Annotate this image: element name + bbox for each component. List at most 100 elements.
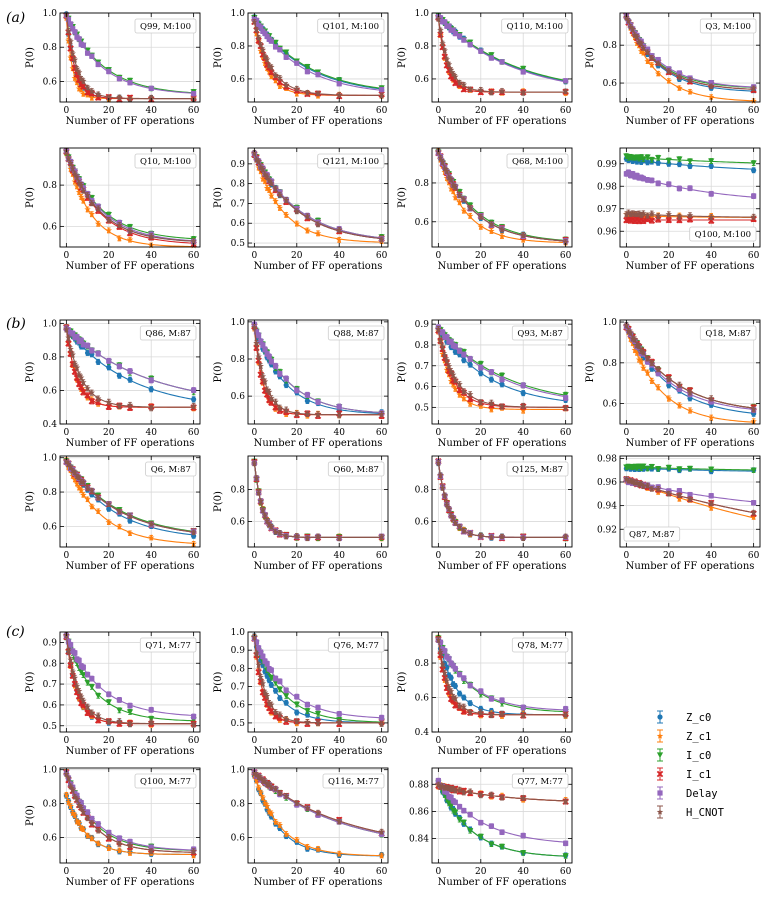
- data-point: [635, 210, 643, 217]
- data-point: [467, 361, 473, 368]
- subplot: 0 20 40 60 0.4 0.6 0.8 1.0 Number of FF operatio…: [25, 319, 201, 449]
- data-point: [655, 180, 661, 186]
- data-point: [293, 85, 300, 92]
- data-point: [293, 207, 300, 214]
- y-tick-label: 0.8: [603, 41, 618, 51]
- data-point: [88, 94, 96, 101]
- data-point: [191, 396, 197, 402]
- series-delay: [63, 325, 197, 394]
- data-point: [276, 82, 284, 90]
- qubit-label: Q121, M:100: [323, 157, 379, 167]
- data-point: [257, 47, 264, 54]
- y-tick-label: 0.6: [415, 383, 430, 393]
- data-point: [379, 87, 385, 93]
- data-point: [630, 171, 636, 177]
- subplot-grid: 0 20 40 60 0.6 0.8 1.0 Number of FF operations P…: [25, 9, 761, 888]
- data-point: [708, 213, 715, 220]
- data-point: [105, 211, 112, 218]
- data-point: [461, 37, 467, 43]
- data-point: [627, 210, 634, 217]
- data-point: [70, 26, 76, 32]
- data-point: [336, 77, 343, 84]
- data-point: [477, 213, 484, 220]
- data-point: [751, 167, 757, 173]
- data-point: [73, 364, 81, 371]
- data-point: [65, 334, 72, 341]
- data-point: [304, 63, 311, 70]
- data-point: [190, 402, 197, 409]
- qubit-label-box: [689, 226, 757, 242]
- data-point: [648, 61, 656, 68]
- data-point: [640, 175, 646, 182]
- axes-frame: [59, 319, 201, 425]
- data-point: [441, 351, 448, 358]
- data-point: [65, 155, 72, 162]
- data-point: [76, 36, 82, 42]
- data-point: [478, 370, 484, 376]
- y-tick-label: 0.8: [415, 42, 430, 52]
- x-tick-label: 20: [663, 251, 675, 261]
- series-h-cnot: [435, 15, 569, 96]
- data-point: [460, 207, 468, 214]
- data-point: [478, 48, 484, 54]
- series-z-c1: [435, 328, 569, 414]
- data-point: [437, 26, 444, 34]
- data-point: [106, 364, 112, 370]
- y-tick-label: 0.6: [43, 77, 58, 87]
- data-point: [84, 206, 91, 213]
- data-point: [69, 65, 76, 72]
- data-point: [460, 86, 468, 93]
- data-point: [261, 177, 269, 184]
- data-point: [268, 38, 274, 44]
- data-point: [272, 185, 279, 192]
- data-point: [251, 18, 258, 25]
- data-point: [257, 362, 264, 369]
- data-point: [263, 64, 271, 72]
- data-point: [67, 159, 74, 166]
- data-point: [88, 199, 96, 207]
- data-point: [750, 84, 757, 92]
- data-point: [314, 230, 322, 237]
- data-point: [261, 378, 269, 385]
- data-point: [708, 163, 714, 169]
- series-i-c0: [623, 153, 757, 167]
- data-point: [266, 388, 273, 395]
- data-point: [94, 94, 102, 101]
- data-point: [148, 232, 155, 239]
- y-tick-label: 1.0: [231, 9, 246, 19]
- y-tick-label: 0.4: [43, 420, 58, 430]
- data-point: [126, 227, 134, 234]
- data-point: [478, 364, 484, 371]
- data-point: [94, 204, 102, 212]
- data-point: [452, 79, 459, 87]
- data-point: [272, 39, 279, 46]
- data-point: [498, 403, 506, 410]
- data-point: [69, 50, 76, 57]
- x-tick-label: 40: [517, 251, 529, 261]
- data-point: [562, 404, 569, 411]
- y-tick-label: 0.6: [231, 219, 246, 229]
- data-point: [520, 407, 527, 414]
- qubit-label-box: [327, 325, 385, 341]
- data-point: [116, 235, 123, 242]
- x-tick-label: 60: [748, 106, 760, 116]
- x-tick-label: 60: [560, 106, 572, 116]
- data-point: [447, 185, 455, 192]
- x-axis-label: Number of FF operations: [66, 116, 195, 127]
- qubit-label: Q100, M:100: [695, 230, 751, 240]
- axes-frame: [247, 147, 389, 248]
- data-point: [116, 76, 122, 82]
- data-point: [89, 347, 95, 354]
- data-point: [563, 395, 569, 401]
- data-point: [304, 398, 310, 404]
- subplot: 0 20 40 60 0.6 0.8 Number of FF operations P(0)…: [25, 147, 201, 272]
- data-point: [94, 395, 102, 402]
- data-point: [272, 44, 279, 50]
- subplot: 0 20 40 60 0.6 0.8 Number of FF operations P(0)…: [397, 147, 573, 272]
- data-point: [665, 77, 672, 84]
- y-axis-label: P(0): [25, 47, 36, 68]
- data-point: [378, 236, 385, 243]
- x-axis-label: Number of FF operations: [438, 261, 567, 272]
- data-point: [282, 406, 290, 413]
- x-tick-label: 40: [333, 106, 345, 116]
